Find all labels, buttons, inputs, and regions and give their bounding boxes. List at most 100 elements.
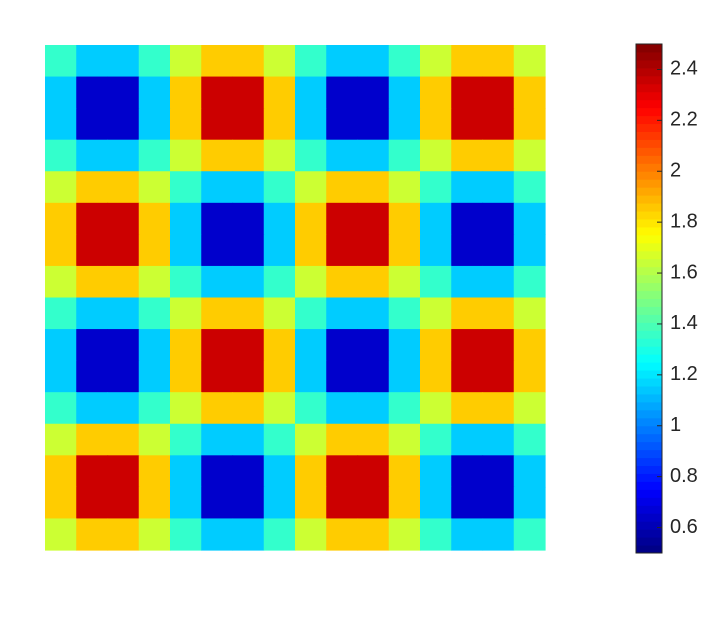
heat-cell xyxy=(45,171,77,204)
colorbar-swatch xyxy=(636,179,662,188)
colorbar-swatch xyxy=(636,67,662,77)
heat-cell xyxy=(232,486,265,520)
heat-cell xyxy=(513,423,546,456)
heat-cell xyxy=(201,202,234,235)
colorbar-swatch xyxy=(636,465,662,474)
heat-cell xyxy=(482,45,515,78)
colorbar-swatch xyxy=(636,385,662,395)
heat-cell xyxy=(138,202,171,235)
heat-cell xyxy=(76,518,109,551)
colorbar-swatch xyxy=(636,529,662,538)
heat-cell xyxy=(295,360,327,393)
heat-cell xyxy=(326,297,359,330)
heat-cell xyxy=(45,518,77,551)
colorbar-swatch xyxy=(636,163,662,172)
heat-cell xyxy=(170,139,202,172)
heat-cell xyxy=(263,202,296,235)
heat-cell xyxy=(45,108,77,141)
colorbar-swatch xyxy=(636,250,662,260)
heat-cell xyxy=(201,45,234,78)
colorbar-swatch xyxy=(636,51,662,61)
heat-cell xyxy=(295,45,327,78)
heat-cell xyxy=(420,234,452,267)
heat-cell xyxy=(388,202,421,235)
heat-cell xyxy=(170,329,202,362)
heat-cell xyxy=(263,486,296,520)
colorbar-tick-label: 1.2 xyxy=(670,363,698,385)
heat-cell xyxy=(451,423,484,456)
heat-cell xyxy=(326,265,359,299)
heat-cell xyxy=(138,76,171,109)
heat-cell xyxy=(138,171,171,204)
colorbar-swatch xyxy=(636,354,662,363)
heat-cell xyxy=(232,171,265,204)
heat-cell xyxy=(326,518,359,551)
heat-cell xyxy=(513,202,546,235)
heat-cell xyxy=(138,297,171,330)
heat-cell xyxy=(107,518,140,551)
heat-cell xyxy=(388,76,421,109)
colorbar-swatch xyxy=(636,218,662,228)
heat-cell xyxy=(482,234,515,267)
heat-cell xyxy=(107,171,140,204)
colorbar-swatch xyxy=(636,226,662,236)
heat-cell xyxy=(326,45,359,78)
heat-cell xyxy=(170,108,202,141)
heat-cell xyxy=(326,202,359,235)
heat-cell xyxy=(513,76,546,109)
colorbar-swatch xyxy=(636,473,662,482)
heat-cell xyxy=(45,297,77,330)
colorbar-swatch xyxy=(636,147,662,156)
colorbar-swatch xyxy=(636,274,662,284)
heat-cell xyxy=(170,45,202,78)
colorbar-swatch xyxy=(636,195,662,204)
heat-cell xyxy=(138,423,171,456)
heat-cell xyxy=(45,329,77,362)
heat-cell xyxy=(482,486,515,520)
colorbar-tick-label: 1.4 xyxy=(670,312,698,334)
colorbar-swatch xyxy=(636,115,662,125)
heat-cell xyxy=(232,423,265,456)
heat-cell xyxy=(513,297,546,330)
heat-cell xyxy=(138,234,171,267)
colorbar-tick-label: 1.6 xyxy=(670,261,698,283)
colorbar-swatch xyxy=(636,211,662,220)
heat-cell xyxy=(357,234,390,267)
heat-cell xyxy=(326,234,359,267)
heat-cell xyxy=(45,455,77,488)
heat-cell xyxy=(107,455,140,488)
heat-cell xyxy=(138,392,171,425)
heat-cell xyxy=(326,329,359,362)
heat-cell xyxy=(482,423,515,456)
heat-cell xyxy=(170,360,202,393)
heat-cell xyxy=(295,234,327,267)
heat-cell xyxy=(138,518,171,551)
heat-cell xyxy=(482,297,515,330)
heat-cell xyxy=(326,486,359,520)
heat-cell xyxy=(170,423,202,456)
colorbar-swatch xyxy=(636,537,662,546)
heat-cell xyxy=(232,392,265,425)
heat-cell xyxy=(232,329,265,362)
heat-cell xyxy=(451,392,484,425)
heat-cell xyxy=(388,234,421,267)
heat-cell xyxy=(138,139,171,172)
colorbar-swatch xyxy=(636,59,662,69)
heat-cell xyxy=(263,265,296,299)
heat-cell xyxy=(357,108,390,141)
colorbar-swatch xyxy=(636,513,662,522)
heat-cell xyxy=(232,297,265,330)
heat-cell xyxy=(420,518,452,551)
heat-cell xyxy=(357,455,390,488)
heat-cell xyxy=(107,139,140,172)
heat-cell xyxy=(295,139,327,172)
colorbar-swatch xyxy=(636,545,662,554)
heat-cell xyxy=(232,139,265,172)
heat-cell xyxy=(420,265,452,299)
heat-cell xyxy=(107,265,140,299)
heat-cell xyxy=(76,45,109,78)
heat-cell xyxy=(326,360,359,393)
heat-cell xyxy=(201,297,234,330)
heat-cell xyxy=(420,171,452,204)
colorbar-swatch xyxy=(636,362,662,371)
